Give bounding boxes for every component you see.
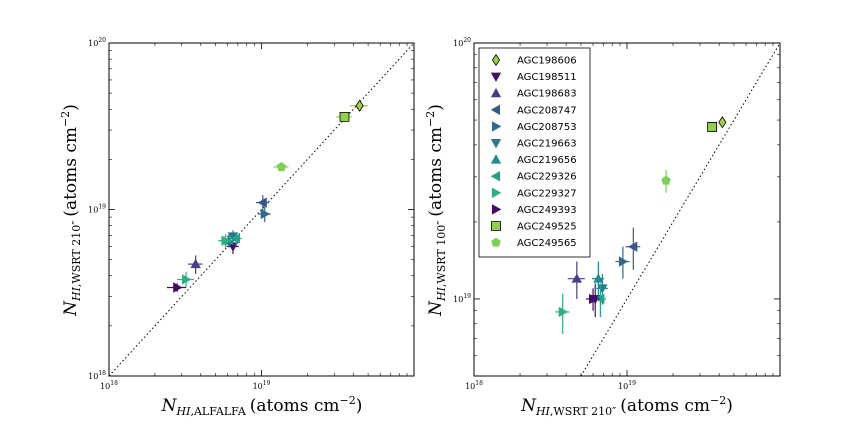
data-marker — [618, 256, 629, 267]
legend-items: AGC198606 AGC198511 AGC198683 AGC208747 AGC2… — [490, 53, 577, 249]
y-tick-label: 1019 — [88, 204, 106, 215]
left-one-to-one-line — [108, 42, 415, 377]
data-point-agc208747 — [255, 195, 270, 211]
right-x-axis-label: NHI,WSRT 210″ (atoms cm−2) — [520, 394, 733, 418]
data-point-agc198683 — [188, 255, 203, 274]
left-y-axis-label: NHI,WSRT 210″(atoms cm−2) — [59, 104, 83, 317]
legend-marker — [490, 87, 502, 98]
legend-label: AGC249393 — [517, 205, 577, 216]
legend-label: AGC229326 — [517, 172, 577, 183]
x-tick-label: 1018 — [465, 380, 483, 391]
data-point-agc249565 — [273, 162, 289, 172]
x-tick-label: 1018 — [100, 380, 118, 391]
legend-marker — [491, 221, 501, 231]
legend-entry-agc229327: AGC229327 — [492, 187, 577, 199]
data-point-agc249525 — [336, 111, 352, 122]
legend-marker — [490, 139, 502, 149]
data-point-agc249393 — [166, 282, 187, 293]
legend-entry-agc249565: AGC249565 — [491, 237, 577, 249]
right-ticks: 1018 1019 1019 1020 — [453, 37, 780, 391]
legend-label: AGC229327 — [517, 188, 577, 199]
legend-entry-agc249393: AGC249393 — [492, 204, 577, 216]
legend-entry-agc229326: AGC229326 — [490, 171, 577, 183]
right-data-points — [555, 116, 727, 334]
legend-entry-agc219656: AGC219656 — [490, 154, 577, 166]
legend-marker — [491, 237, 501, 247]
y-tick-label: 1019 — [453, 293, 471, 304]
data-marker — [595, 293, 605, 305]
legend-label: AGC198606 — [517, 56, 577, 67]
x-tick-label: 1019 — [618, 380, 636, 391]
legend-marker — [492, 187, 502, 198]
data-point-agc229327 — [555, 293, 570, 334]
data-marker — [628, 241, 638, 252]
legend-label: AGC249565 — [517, 238, 577, 249]
data-point-agc208753 — [258, 206, 271, 223]
legend-marker — [492, 121, 502, 132]
right-one-to-one-line — [580, 42, 781, 377]
legend-marker — [490, 171, 500, 182]
y-tick-label: 1020 — [453, 37, 471, 48]
legend-entry-agc219663: AGC219663 — [490, 139, 577, 150]
legend-marker — [490, 104, 500, 115]
legend-label: AGC249525 — [517, 222, 577, 233]
legend-marker — [491, 53, 501, 67]
data-marker — [276, 162, 287, 172]
left-x-axis-label: NHI,ALFALFA (atoms cm−2) — [161, 394, 363, 418]
data-marker — [339, 111, 350, 122]
data-marker — [661, 175, 671, 185]
legend-entry-agc208747: AGC208747 — [490, 104, 577, 116]
data-point-agc229327b — [177, 272, 194, 288]
data-marker — [718, 116, 727, 129]
legend-marker — [490, 72, 502, 82]
legend-label: AGC198683 — [517, 89, 577, 100]
y-tick-label: 1018 — [88, 370, 106, 381]
legend-label: AGC208753 — [517, 122, 577, 133]
data-marker — [260, 208, 271, 220]
left-data-points — [166, 99, 369, 293]
data-point-agc249565 — [661, 169, 671, 193]
data-point-agc198683 — [567, 261, 585, 299]
data-point-agc229327 — [218, 234, 232, 248]
left-panel: 1018 1019 1018 1019 1020 NHI,ALFALFA (atoms c… — [59, 37, 415, 418]
y-tick-label: 1020 — [88, 37, 106, 48]
data-marker — [589, 293, 599, 305]
legend-entry-agc208753: AGC208753 — [492, 121, 577, 133]
legend-entry-agc198511: AGC198511 — [490, 72, 577, 83]
data-marker — [230, 233, 240, 244]
legend-marker — [492, 204, 502, 215]
legend: AGC198606 AGC198511 AGC198683 AGC208747 AGC2… — [478, 47, 591, 258]
data-point-agc219656 — [591, 261, 605, 299]
legend-label: AGC208747 — [517, 105, 577, 116]
right-y-axis-label: NHI,WSRT 100″(atoms cm−2) — [424, 104, 448, 317]
data-point-agc249525 — [707, 122, 718, 132]
legend-label: AGC198511 — [517, 72, 577, 83]
data-marker — [221, 235, 231, 246]
legend-entry-agc198606: AGC198606 — [491, 53, 577, 67]
right-panel: 1018 1019 1019 1020 NHI,WSRT 210″ (atoms cm−… — [424, 37, 781, 418]
data-point-agc229326 — [229, 232, 242, 246]
legend-label: AGC219656 — [517, 155, 577, 166]
data-point-agc198606 — [349, 99, 369, 112]
data-marker — [355, 99, 364, 112]
data-marker — [558, 306, 569, 318]
x-tick-label: 1019 — [253, 380, 271, 391]
legend-marker — [490, 154, 502, 164]
data-marker — [707, 122, 718, 132]
legend-label: AGC219663 — [517, 139, 577, 150]
data-point-agc208747 — [625, 227, 641, 270]
data-marker — [182, 274, 192, 285]
left-ticks: 1018 1019 1018 1019 1020 — [88, 37, 414, 391]
data-point-agc198606 — [718, 116, 727, 129]
data-marker — [190, 258, 201, 269]
data-marker — [257, 197, 267, 208]
data-point-agc208753 — [615, 246, 630, 279]
data-point-agc249393 — [586, 288, 600, 311]
legend-entry-agc249525: AGC249525 — [491, 221, 577, 233]
data-marker — [593, 273, 604, 283]
data-marker — [173, 282, 183, 293]
legend-entry-agc198683: AGC198683 — [490, 87, 577, 100]
data-marker — [571, 273, 583, 283]
